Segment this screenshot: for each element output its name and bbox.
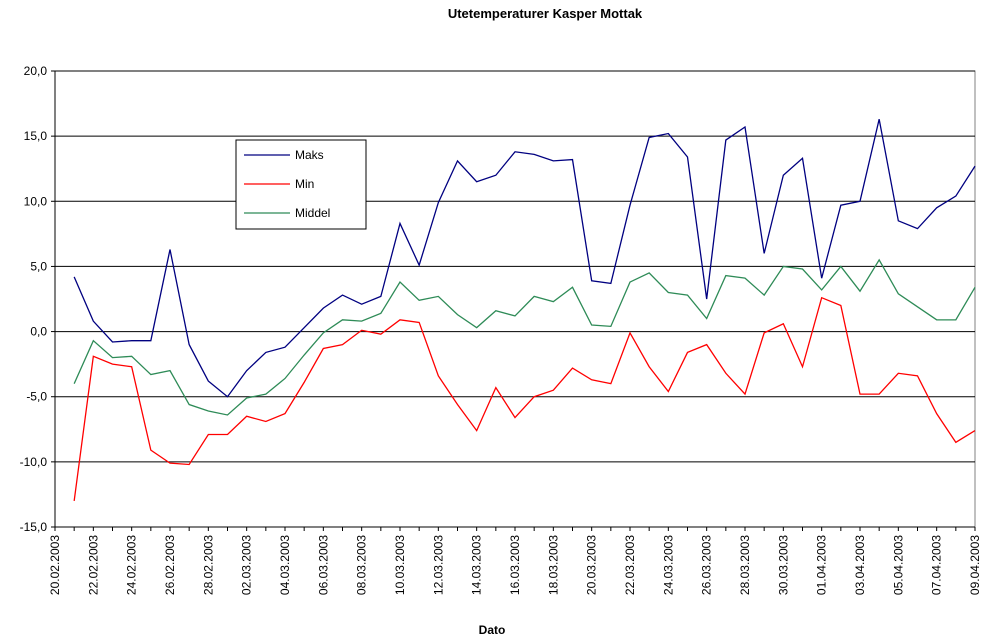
x-tick-label: 07.04.2003 <box>930 535 944 595</box>
x-tick-label: 04.03.2003 <box>278 535 292 595</box>
x-tick-label: 24.02.2003 <box>125 535 139 595</box>
series-line <box>73 296 976 502</box>
x-tick-label: 12.03.2003 <box>431 535 445 595</box>
x-tick-label: 14.03.2003 <box>470 535 484 595</box>
legend: Maks Min Middel <box>235 139 367 230</box>
x-tick-label: 05.04.2003 <box>891 535 905 595</box>
x-tick-label: 30.03.2003 <box>776 535 790 595</box>
series-line <box>73 258 976 416</box>
x-tick-label: 28.02.2003 <box>201 535 215 595</box>
y-tick-label: 0,0 <box>30 325 47 339</box>
x-axis-title: Dato <box>479 623 506 637</box>
x-tick-label: 18.03.2003 <box>546 535 560 595</box>
x-tick-label: 06.03.2003 <box>316 535 330 595</box>
x-tick-label: 22.02.2003 <box>86 535 100 595</box>
series-line <box>73 119 976 398</box>
x-tick-label: 26.02.2003 <box>163 535 177 595</box>
x-tick-label: 22.03.2003 <box>623 535 637 595</box>
x-tick-label: 20.02.2003 <box>48 535 62 595</box>
legend-label: Min <box>295 177 314 191</box>
y-tick-label: 10,0 <box>24 194 48 208</box>
x-tick-label: 26.03.2003 <box>700 535 714 595</box>
chart-title: Utetemperaturer Kasper Mottak <box>448 6 643 21</box>
x-tick-label: 10.03.2003 <box>393 535 407 595</box>
x-tick-label: 20.03.2003 <box>585 535 599 595</box>
x-tick-label: 01.04.2003 <box>815 535 829 595</box>
legend-label: Middel <box>295 206 330 220</box>
x-tick-label: 09.04.2003 <box>968 535 982 595</box>
y-tick-label: -5,0 <box>26 390 47 404</box>
y-tick-label: 20,0 <box>24 64 48 78</box>
y-tick-label: 5,0 <box>30 259 47 273</box>
y-tick-label: 15,0 <box>24 129 48 143</box>
y-tick-label: -10,0 <box>20 455 48 469</box>
x-tick-label: 24.03.2003 <box>661 535 675 595</box>
x-tick-label: 28.03.2003 <box>738 535 752 595</box>
x-tick-label: 08.03.2003 <box>355 535 369 595</box>
x-tick-label: 03.04.2003 <box>853 535 867 595</box>
y-tick-label: -15,0 <box>20 520 48 534</box>
x-tick-label: 16.03.2003 <box>508 535 522 595</box>
x-tick-label: 02.03.2003 <box>240 535 254 595</box>
legend-label: Maks <box>295 148 324 162</box>
